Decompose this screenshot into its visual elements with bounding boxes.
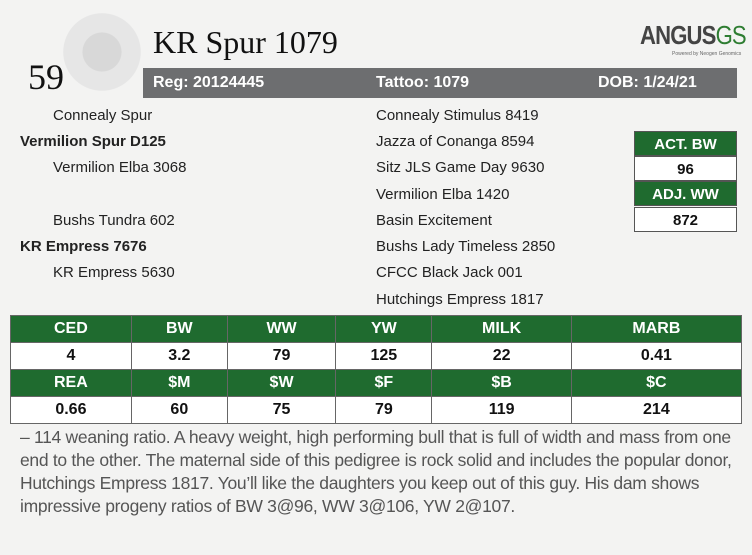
epd-value: 79 [226,342,337,370]
act-bw-label: ACT. BW [634,131,737,156]
epd-header: $C [570,369,743,397]
angus-gs-logo: ANGUSGS [640,20,747,51]
great-grandparent: Connealy Stimulus 8419 [376,107,539,124]
sire-sire: Connealy Spur [53,107,153,124]
epd-header-row: REA $M $W $F $B $C [10,369,743,397]
epd-value: 4 [10,342,132,370]
epd-value: 125 [335,342,433,370]
epd-value: 79 [335,396,433,424]
epd-header: CED [10,315,132,343]
epd-value: 22 [431,342,572,370]
epd-header-row: CED BW WW YW MILK MARB [10,315,743,343]
epd-value: 3.2 [130,342,228,370]
tattoo: Tattoo: 1079 [376,74,470,91]
great-grandparent: CFCC Black Jack 001 [376,264,523,281]
epd-header: MILK [431,315,572,343]
lot-number: 59 [28,57,64,97]
logo-suffix: GS [715,20,747,50]
epd-value-row: 4 3.2 79 125 22 0.41 [10,342,743,370]
epd-header: YW [335,315,433,343]
epd-value: 119 [431,396,572,424]
epd-header: BW [130,315,228,343]
epd-value-row: 0.66 60 75 79 119 214 [10,396,743,424]
page-title: KR Spur 1079 [153,24,338,60]
epd-value: 0.66 [10,396,132,424]
great-grandparent: Vermilion Elba 1420 [376,186,510,203]
epd-value: 0.41 [570,342,743,370]
sire-dam: Vermilion Elba 3068 [53,159,187,176]
epd-value: 75 [226,396,337,424]
epd-header: $W [226,369,337,397]
reg-number: Reg: 20124445 [153,74,265,91]
dam-dam: KR Empress 5630 [53,264,175,281]
epd-header: MARB [570,315,743,343]
info-bar: Reg: 20124445 Tattoo: 1079 DOB: 1/24/21 [143,68,737,98]
epd-value: 214 [570,396,743,424]
logo-tagline: Powered by Neogen Genomics [672,51,742,57]
act-bw-value: 96 [634,156,737,181]
epd-table: CED BW WW YW MILK MARB 4 3.2 79 125 22 0.41 REA $M $… [10,315,743,424]
epd-header: $F [335,369,433,397]
dam: KR Empress 7676 [20,238,147,255]
epd-header: WW [226,315,337,343]
great-grandparent: Jazza of Conanga 8594 [376,133,535,150]
great-grandparent: Basin Excitement [376,212,492,229]
adj-ww-label: ADJ. WW [634,181,737,206]
great-grandparent: Hutchings Empress 1817 [376,291,544,308]
epd-header: $M [130,369,228,397]
description: – 114 weaning ratio. A heavy weight, hig… [20,427,732,516]
logo-brand: ANGUS [640,20,716,50]
epd-value: 60 [130,396,228,424]
adj-ww-value: 872 [634,207,737,232]
epd-header: $B [431,369,572,397]
sire: Vermilion Spur D125 [20,133,166,150]
epd-header: REA [10,369,132,397]
windmill-logo [62,2,142,102]
dob: DOB: 1/24/21 [598,74,697,91]
great-grandparent: Bushs Lady Timeless 2850 [376,238,556,255]
dam-sire: Bushs Tundra 602 [53,212,175,229]
great-grandparent: Sitz JLS Game Day 9630 [376,159,545,176]
